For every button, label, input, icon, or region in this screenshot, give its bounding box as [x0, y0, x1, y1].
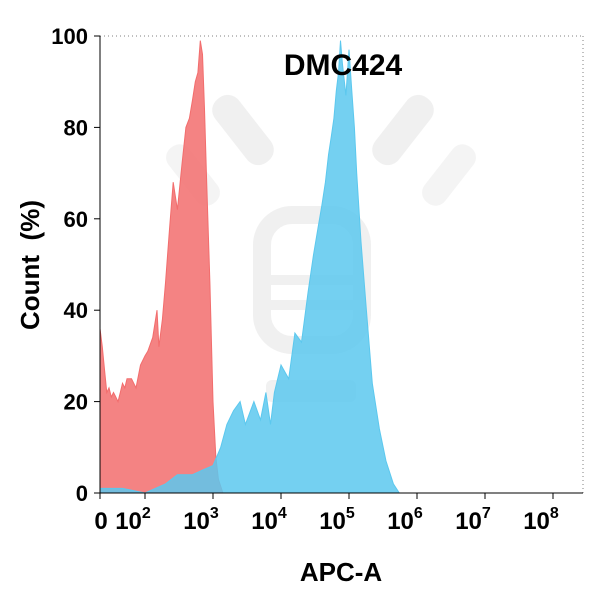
y-axis-title: Count (%) [15, 200, 45, 330]
x-tick-label: 102 [115, 505, 151, 535]
series-area-2 [99, 40, 401, 494]
y-tick-label: 100 [51, 24, 88, 49]
axes [99, 35, 584, 494]
x-tick-label: 106 [387, 505, 423, 535]
x-tick-label: 0 [94, 508, 107, 535]
y-tick-label: 80 [64, 115, 88, 140]
chart-title: DMC424 [284, 49, 403, 82]
x-tick-label: 105 [319, 505, 355, 535]
tick-layer: 0 20 40 60 80 100 0 102 103 104 105 106 107 108 [51, 24, 559, 535]
x-tick-label: 107 [455, 505, 491, 535]
y-tick-label: 40 [64, 298, 88, 323]
x-tick-label: 104 [251, 505, 287, 535]
x-tick-label: 108 [523, 505, 559, 535]
y-tick-label: 20 [64, 390, 88, 415]
x-tick-label: 103 [183, 505, 219, 535]
series-area-1 [99, 40, 224, 494]
x-axis-title: APC-A [300, 557, 383, 587]
y-tick-label: 60 [64, 207, 88, 232]
y-tick-label: 0 [76, 481, 88, 506]
series-layer [99, 40, 401, 494]
